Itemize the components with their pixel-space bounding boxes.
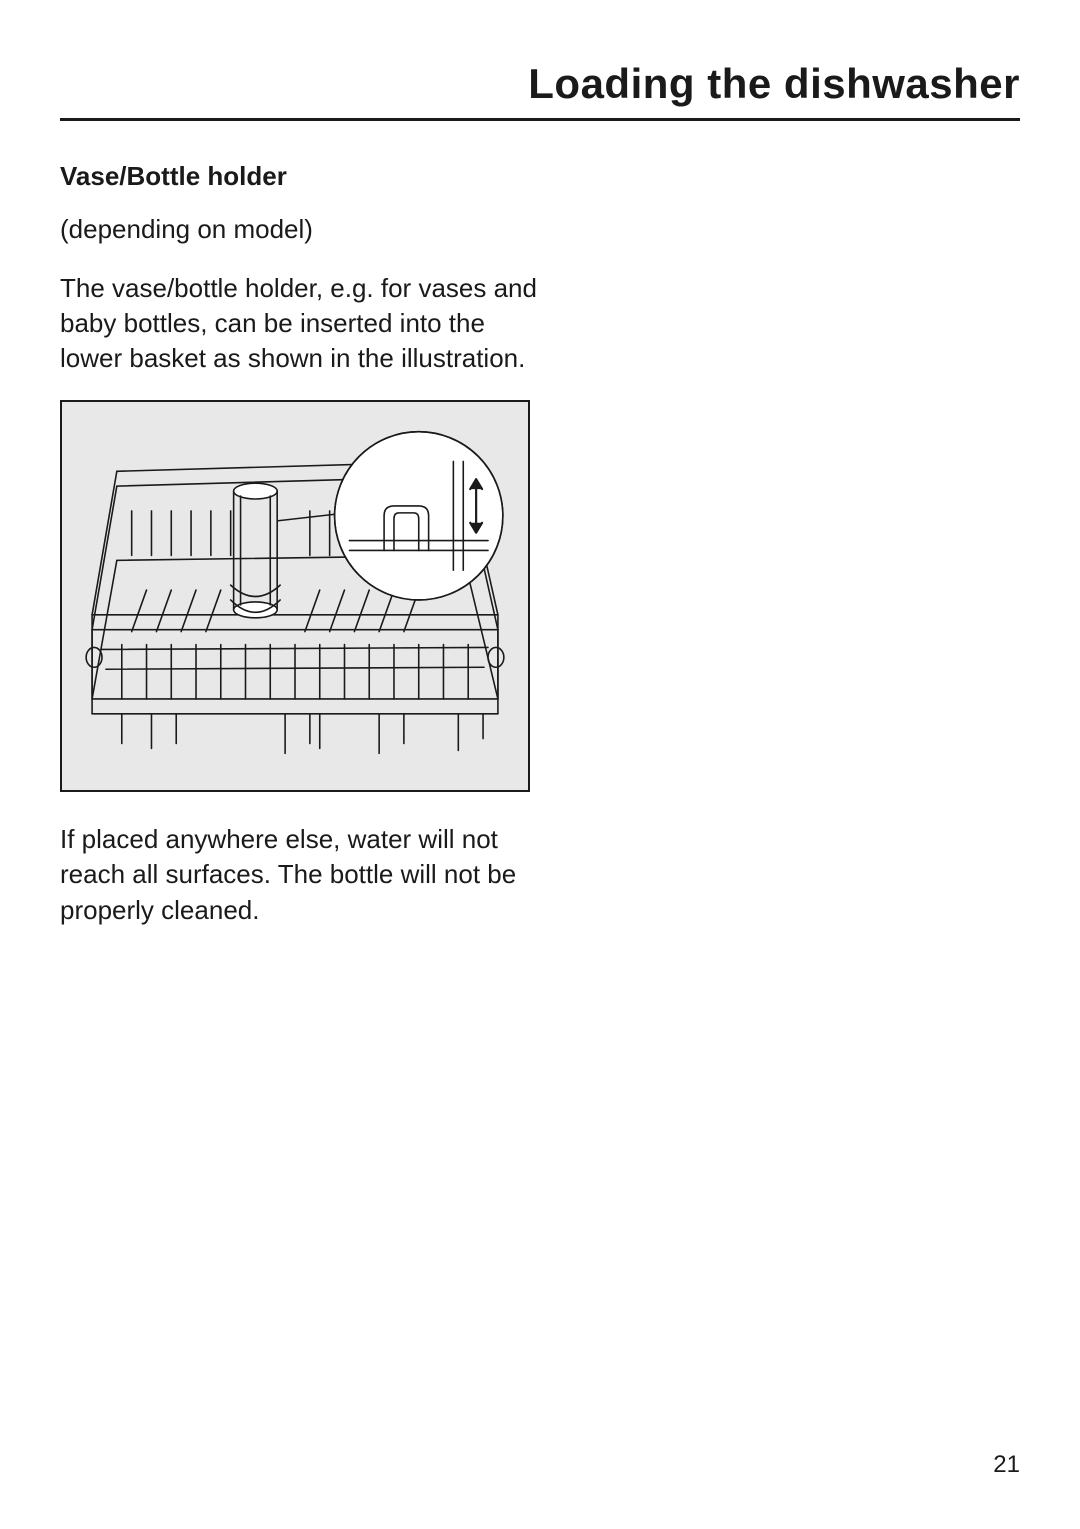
page-number: 21 xyxy=(993,1451,1020,1479)
basket-diagram-svg xyxy=(62,402,528,790)
warning-paragraph: If placed anywhere else, water will not … xyxy=(60,822,540,927)
content-column: Vase/Bottle holder (depending on model) … xyxy=(60,161,540,928)
section-subheading: Vase/Bottle holder xyxy=(60,161,540,192)
page-header: Loading the dishwasher xyxy=(60,60,1020,121)
page-title: Loading the dishwasher xyxy=(528,60,1020,108)
model-note: (depending on model) xyxy=(60,212,540,247)
illustration-bottle-holder xyxy=(60,400,530,792)
intro-paragraph: The vase/bottle holder, e.g. for vases a… xyxy=(60,271,540,376)
page: Loading the dishwasher Vase/Bottle holde… xyxy=(0,0,1080,1529)
